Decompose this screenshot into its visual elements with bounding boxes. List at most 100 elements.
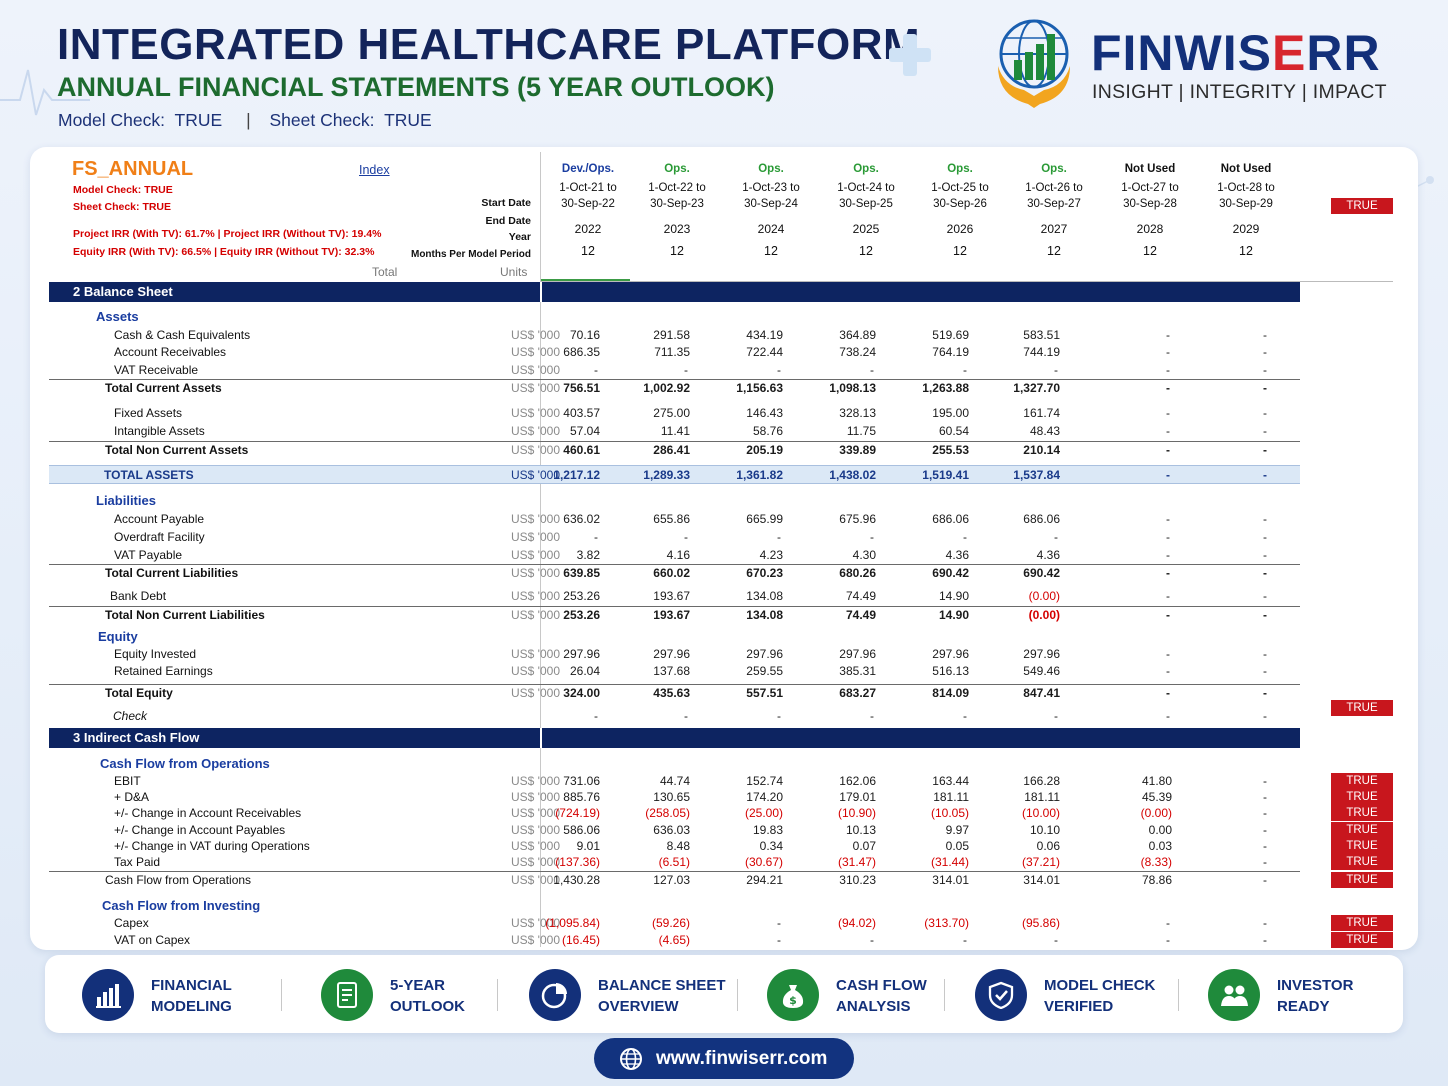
- cell-value[interactable]: -: [1054, 530, 1058, 544]
- cell-value[interactable]: 127.03: [653, 873, 690, 887]
- cell-value[interactable]: -: [1166, 916, 1170, 930]
- cell-value[interactable]: -: [1166, 328, 1170, 342]
- cell-value[interactable]: 328.13: [839, 406, 876, 420]
- cell-value[interactable]: -: [1166, 709, 1170, 723]
- cell-value[interactable]: (0.00): [1028, 608, 1060, 622]
- cell-value[interactable]: (10.90): [837, 806, 876, 820]
- cell-value[interactable]: 434.19: [746, 328, 783, 342]
- cell-value[interactable]: -: [1166, 406, 1170, 420]
- cell-value[interactable]: 152.74: [746, 774, 783, 788]
- cell-value[interactable]: 0.05: [945, 839, 969, 853]
- cell-value[interactable]: 711.35: [654, 345, 690, 359]
- cell-value[interactable]: -: [1166, 647, 1170, 661]
- cell-value[interactable]: 557.51: [746, 686, 783, 700]
- cell-value[interactable]: 137.68: [653, 664, 690, 678]
- cell-value[interactable]: -: [870, 933, 874, 947]
- cell-value[interactable]: 4.30: [852, 548, 876, 562]
- cell-value[interactable]: 4.36: [1036, 548, 1060, 562]
- cell-value[interactable]: -: [1263, 363, 1267, 377]
- cell-value[interactable]: -: [1054, 933, 1058, 947]
- cell-value[interactable]: -: [1263, 443, 1267, 457]
- cell-value[interactable]: 255.53: [932, 443, 969, 457]
- cell-value[interactable]: -: [1263, 873, 1267, 887]
- cell-value[interactable]: 516.13: [932, 664, 969, 678]
- cell-value[interactable]: 259.55: [746, 664, 783, 678]
- cell-value[interactable]: 70.16: [569, 328, 600, 342]
- cell-value[interactable]: -: [1263, 933, 1267, 947]
- cell-value[interactable]: -: [1263, 647, 1267, 661]
- cell-value[interactable]: -: [1054, 363, 1058, 377]
- cell-value[interactable]: (95.86): [1021, 916, 1060, 930]
- cell-value[interactable]: 690.42: [1023, 566, 1060, 580]
- cell-value[interactable]: -: [1166, 530, 1170, 544]
- cell-value[interactable]: 253.26: [563, 589, 600, 603]
- cell-value[interactable]: 314.01: [932, 873, 969, 887]
- cell-value[interactable]: -: [1263, 566, 1267, 580]
- website-link[interactable]: www.finwiserr.com: [594, 1038, 854, 1079]
- cell-value[interactable]: 1,217.12: [553, 468, 600, 482]
- cell-value[interactable]: 181.11: [1024, 790, 1060, 804]
- cell-value[interactable]: 297.96: [1023, 647, 1060, 661]
- cell-value[interactable]: 0.34: [759, 839, 783, 853]
- cell-value[interactable]: 297.96: [839, 647, 876, 661]
- cell-value[interactable]: 181.11: [933, 790, 969, 804]
- cell-value[interactable]: 756.51: [563, 381, 600, 395]
- cell-value[interactable]: 364.89: [839, 328, 876, 342]
- cell-value[interactable]: -: [1263, 406, 1267, 420]
- cell-value[interactable]: (0.00): [1140, 806, 1172, 820]
- cell-value[interactable]: -: [1263, 790, 1267, 804]
- cell-value[interactable]: -: [684, 363, 688, 377]
- cell-value[interactable]: 519.69: [932, 328, 969, 342]
- cell-value[interactable]: 385.31: [839, 664, 876, 678]
- cell-value[interactable]: 0.03: [1148, 839, 1172, 853]
- cell-value[interactable]: -: [870, 530, 874, 544]
- cell-value[interactable]: 1,537.84: [1013, 468, 1060, 482]
- cell-value[interactable]: 297.96: [653, 647, 690, 661]
- cell-value[interactable]: -: [1263, 823, 1267, 837]
- cell-value[interactable]: (31.44): [930, 855, 969, 869]
- cell-value[interactable]: 297.96: [746, 647, 783, 661]
- cell-value[interactable]: 686.06: [932, 512, 969, 526]
- cell-value[interactable]: 731.06: [563, 774, 600, 788]
- cell-value[interactable]: -: [1166, 589, 1170, 603]
- cell-value[interactable]: -: [1263, 328, 1267, 342]
- cell-value[interactable]: -: [1166, 381, 1170, 395]
- cell-value[interactable]: -: [963, 709, 967, 723]
- cell-value[interactable]: -: [594, 530, 598, 544]
- cell-value[interactable]: 670.23: [746, 566, 783, 580]
- cell-value[interactable]: (37.21): [1021, 855, 1060, 869]
- index-link[interactable]: Index: [359, 163, 390, 177]
- cell-value[interactable]: 297.96: [563, 647, 600, 661]
- cell-value[interactable]: 60.54: [938, 424, 969, 438]
- cell-value[interactable]: 41.80: [1141, 774, 1172, 788]
- cell-value[interactable]: 0.00: [1148, 823, 1172, 837]
- cell-value[interactable]: -: [1263, 345, 1267, 359]
- cell-value[interactable]: -: [870, 709, 874, 723]
- cell-value[interactable]: (137.36): [555, 855, 600, 869]
- cell-value[interactable]: 205.19: [746, 443, 783, 457]
- cell-value[interactable]: (59.26): [651, 916, 690, 930]
- cell-value[interactable]: -: [1166, 512, 1170, 526]
- cell-value[interactable]: 78.86: [1141, 873, 1172, 887]
- cell-value[interactable]: 286.41: [653, 443, 690, 457]
- cell-value[interactable]: 163.44: [932, 774, 969, 788]
- cell-value[interactable]: 195.00: [932, 406, 969, 420]
- cell-value[interactable]: -: [594, 363, 598, 377]
- cell-value[interactable]: 294.21: [746, 873, 783, 887]
- cell-value[interactable]: 130.65: [653, 790, 690, 804]
- cell-value[interactable]: 1,438.02: [829, 468, 876, 482]
- cell-value[interactable]: (10.00): [1021, 806, 1060, 820]
- cell-value[interactable]: (30.67): [744, 855, 783, 869]
- cell-value[interactable]: 57.04: [569, 424, 600, 438]
- cell-value[interactable]: 1,098.13: [829, 381, 876, 395]
- cell-value[interactable]: 324.00: [563, 686, 600, 700]
- cell-value[interactable]: 210.14: [1023, 443, 1060, 457]
- cell-value[interactable]: -: [1263, 512, 1267, 526]
- cell-value[interactable]: -: [1166, 363, 1170, 377]
- cell-value[interactable]: 583.51: [1023, 328, 1060, 342]
- cell-value[interactable]: 10.13: [845, 823, 876, 837]
- cell-value[interactable]: 45.39: [1141, 790, 1172, 804]
- cell-value[interactable]: -: [777, 530, 781, 544]
- cell-value[interactable]: 4.23: [759, 548, 783, 562]
- cell-value[interactable]: 314.01: [1023, 873, 1060, 887]
